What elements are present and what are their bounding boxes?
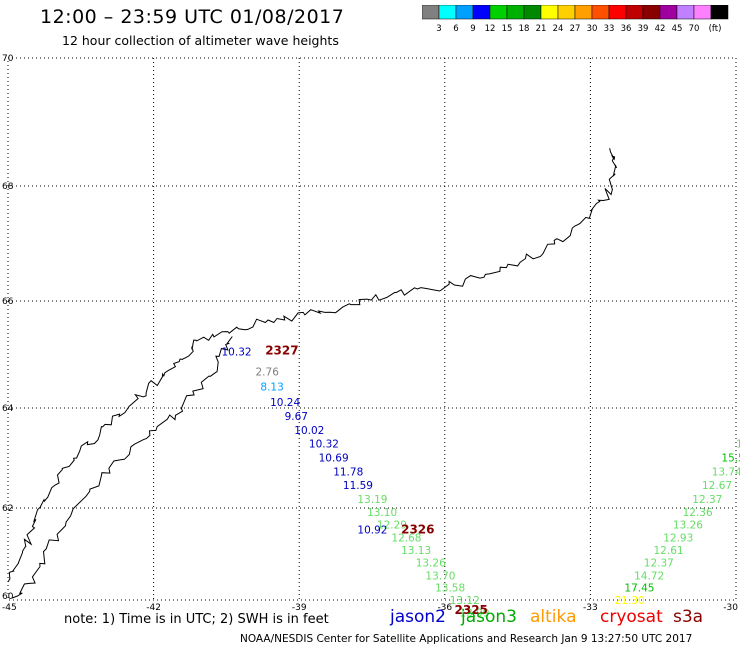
wave-height-label: 10.32 bbox=[309, 439, 339, 451]
color-swatch bbox=[710, 5, 729, 20]
map-title: 12:00 – 23:59 UTC 01/08/2017 bbox=[40, 6, 345, 28]
colorbar-label: 24 bbox=[553, 24, 564, 34]
colorbar-label: 70 bbox=[689, 24, 700, 34]
pass-number-label: 2326 bbox=[401, 522, 434, 536]
wave-height-label: 12.29 bbox=[377, 520, 407, 532]
wave-height-label: 10.69 bbox=[319, 453, 349, 465]
wave-height-label: 12.37 bbox=[644, 557, 674, 569]
latitude-label: 62 bbox=[2, 504, 13, 514]
colorbar-unit: (ft) bbox=[709, 24, 722, 34]
longitude-label: -39 bbox=[292, 603, 307, 613]
colorbar-label: 45 bbox=[672, 24, 683, 34]
colorbar-label: 39 bbox=[638, 24, 649, 34]
coastline-inner-path bbox=[11, 336, 233, 599]
units-note: note: 1) Time is in UTC; 2) SWH is in fe… bbox=[64, 612, 329, 627]
wave-height-label: 13.13 bbox=[401, 545, 431, 557]
legend-altika: altika bbox=[530, 607, 577, 627]
longitude-label: -36 bbox=[437, 603, 452, 613]
colorbar-label: 27 bbox=[570, 24, 581, 34]
footer-credit: NOAA/NESDIS Center for Satellite Applica… bbox=[240, 633, 693, 645]
legend-cryosat: cryosat bbox=[600, 607, 663, 627]
map-frame bbox=[7, 57, 737, 601]
longitude-label: -45 bbox=[2, 603, 17, 613]
colorbar-label: 9 bbox=[470, 24, 475, 34]
colorbar-label: 42 bbox=[655, 24, 666, 34]
legend-s3a: s3a bbox=[673, 607, 704, 627]
wave-height-label: 13.74 bbox=[712, 467, 740, 479]
latitude-label: 64 bbox=[2, 404, 14, 414]
longitude-label: -42 bbox=[146, 603, 161, 613]
longitude-label: -33 bbox=[583, 603, 598, 613]
legend-jason2: jason2 bbox=[390, 607, 446, 627]
wave-height-label: 12.93 bbox=[663, 533, 693, 545]
wave-height-label: 10.24 bbox=[270, 397, 300, 409]
wave-height-label: 21.30 bbox=[615, 595, 645, 607]
wave-height-label: 13.58 bbox=[435, 583, 465, 595]
color-scale-bar: 3 6 9 12 15 18 21 24 27 30 33 36 39 42 45 70 (ft) bbox=[422, 5, 729, 34]
colorbar-label: 3 bbox=[436, 24, 441, 34]
wave-height-label: 13.10 bbox=[367, 507, 397, 519]
latitude-label: 70 bbox=[2, 54, 14, 64]
colorbar-label: 12 bbox=[485, 24, 496, 34]
colorbar-label: 15 bbox=[502, 24, 513, 34]
longitude-label: -30 bbox=[723, 603, 738, 613]
wave-height-label: 12.37 bbox=[692, 494, 722, 506]
wave-height-label: 14.72 bbox=[634, 570, 664, 582]
wave-height-label: 13.19 bbox=[357, 494, 387, 506]
wave-height-label: 13.99 bbox=[459, 608, 489, 620]
colorbar-label: 21 bbox=[536, 24, 547, 34]
wave-height-label: 12.67 bbox=[702, 480, 732, 492]
wave-height-label: 15.51 bbox=[721, 453, 740, 465]
wave-height-label: 12.61 bbox=[654, 545, 684, 557]
wave-height-label: 10.32 bbox=[222, 347, 252, 359]
legend-jason3: jason3 bbox=[461, 607, 517, 627]
latitude-label: 60 bbox=[2, 592, 14, 602]
wave-height-label: 12.36 bbox=[683, 507, 713, 519]
wave-height-label: 11.78 bbox=[333, 467, 363, 479]
wave-height-label: 13.12 bbox=[450, 595, 480, 607]
latitude-label: 68 bbox=[2, 182, 14, 192]
colorbar-label: 30 bbox=[587, 24, 598, 34]
wave-height-label: 17.45 bbox=[624, 583, 654, 595]
greenland-coastline bbox=[7, 148, 618, 599]
colorbar-label: 33 bbox=[604, 24, 615, 34]
colorbar-label: 18 bbox=[519, 24, 530, 34]
map-subtitle: 12 hour collection of altimeter wave hei… bbox=[62, 33, 339, 48]
wave-height-label: 8.13 bbox=[260, 381, 283, 393]
wave-height-label: 10.92 bbox=[357, 524, 387, 536]
wave-height-label: 13.26 bbox=[673, 520, 703, 532]
colorbar-label: 6 bbox=[453, 24, 458, 34]
wave-height-label: 13.26 bbox=[416, 557, 446, 569]
colorbar-label: 36 bbox=[621, 24, 632, 34]
wave-height-label: 11.59 bbox=[343, 480, 373, 492]
coastline-path bbox=[7, 148, 618, 583]
wave-height-label: 9.67 bbox=[285, 411, 308, 423]
pass-number-label: 2327 bbox=[265, 344, 298, 358]
wave-height-label: 10.02 bbox=[294, 425, 324, 437]
pass-number-label: 2325 bbox=[455, 603, 488, 617]
wave-height-label: 12.68 bbox=[391, 533, 421, 545]
latitude-label: 66 bbox=[2, 297, 14, 307]
wave-height-label: 14.98 bbox=[736, 439, 740, 451]
wave-height-label: 2.76 bbox=[256, 366, 280, 378]
wave-height-label: 13.70 bbox=[425, 570, 455, 582]
